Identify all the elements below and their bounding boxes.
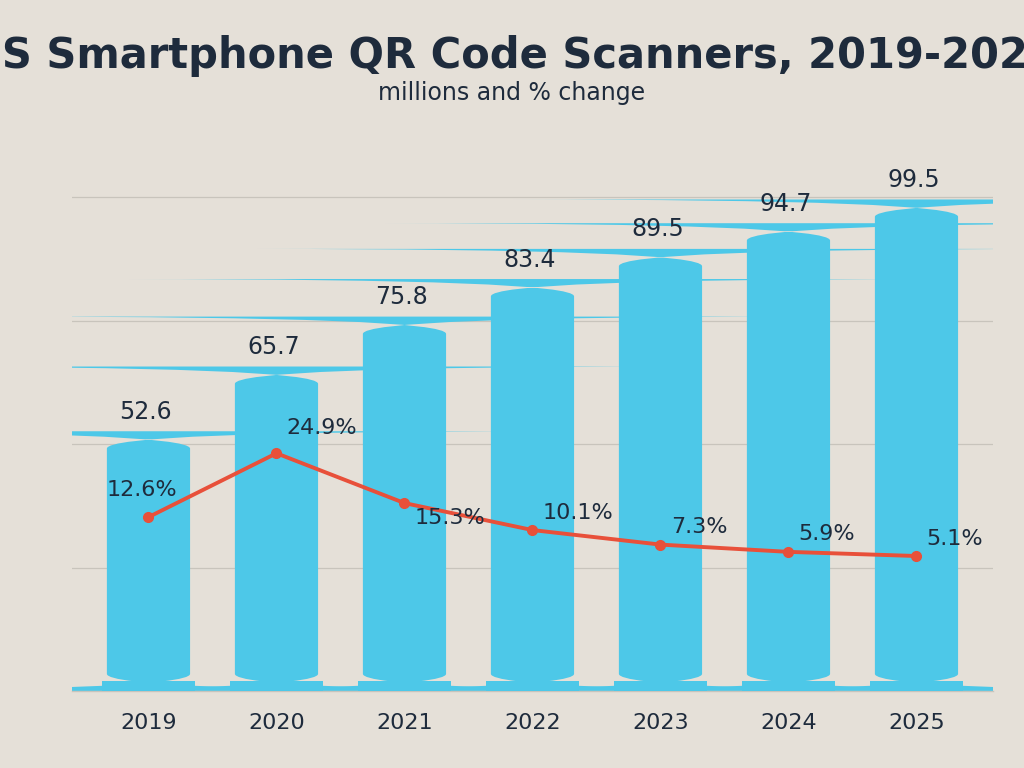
Text: millions and % change: millions and % change: [379, 81, 645, 104]
FancyBboxPatch shape: [0, 432, 555, 691]
FancyBboxPatch shape: [0, 316, 811, 691]
Text: 5.1%: 5.1%: [927, 528, 983, 548]
Text: 10.1%: 10.1%: [543, 503, 613, 523]
FancyBboxPatch shape: [0, 366, 683, 691]
Text: 89.5: 89.5: [632, 217, 684, 241]
Text: 7.3%: 7.3%: [671, 517, 727, 537]
Bar: [358, 680, 451, 691]
Bar: [870, 680, 963, 691]
Text: 94.7: 94.7: [760, 192, 812, 216]
Text: 5.9%: 5.9%: [799, 525, 855, 545]
Bar: [102, 680, 195, 691]
Text: 52.6: 52.6: [120, 400, 172, 424]
Bar: [486, 680, 579, 691]
FancyBboxPatch shape: [382, 223, 1024, 691]
FancyBboxPatch shape: [510, 200, 1024, 691]
Text: 12.6%: 12.6%: [106, 480, 177, 500]
Bar: [614, 680, 707, 691]
Bar: [742, 680, 835, 691]
Bar: [230, 680, 323, 691]
FancyBboxPatch shape: [254, 249, 1024, 691]
Text: 83.4: 83.4: [504, 247, 556, 272]
Text: US Smartphone QR Code Scanners, 2019-2025: US Smartphone QR Code Scanners, 2019-202…: [0, 35, 1024, 77]
Text: 75.8: 75.8: [376, 285, 428, 310]
Text: 65.7: 65.7: [248, 335, 300, 359]
Text: 15.3%: 15.3%: [415, 508, 485, 528]
Text: 99.5: 99.5: [888, 168, 940, 192]
FancyBboxPatch shape: [126, 279, 939, 691]
Text: 24.9%: 24.9%: [287, 419, 357, 439]
